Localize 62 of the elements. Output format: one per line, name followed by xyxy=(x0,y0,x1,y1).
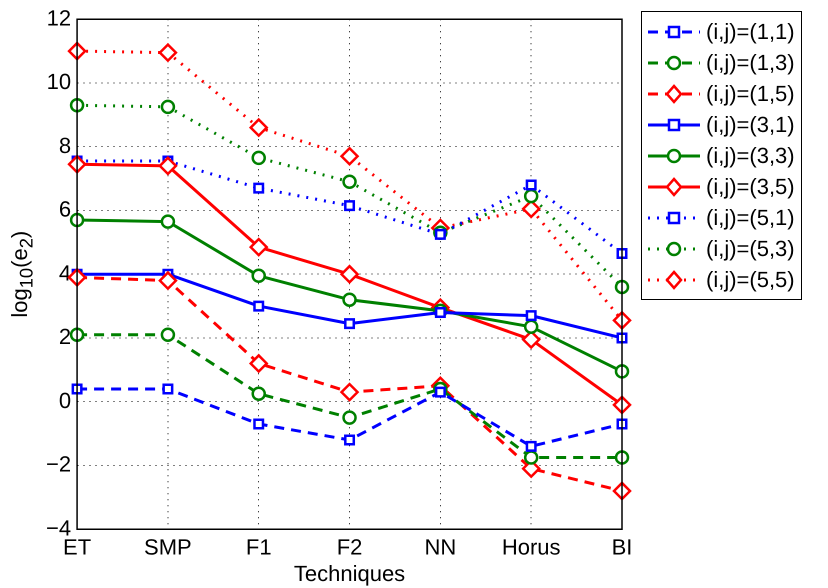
point xyxy=(162,383,174,394)
x-axis-title: Techniques xyxy=(294,560,406,586)
y-tick-label: 10 xyxy=(46,69,72,94)
point xyxy=(158,43,178,62)
point xyxy=(253,300,264,312)
legend-label: (i,j)=(5,1) xyxy=(706,204,795,230)
point xyxy=(68,154,86,174)
legend-label: (i,j)=(3,5) xyxy=(706,174,795,200)
point xyxy=(249,238,268,256)
point xyxy=(526,179,537,190)
point xyxy=(524,450,538,465)
legend-label: (i,j)=(1,1) xyxy=(706,18,795,44)
y-tick-label: 4 xyxy=(58,260,72,286)
legend-label: (i,j)=(3,3) xyxy=(706,142,795,168)
point xyxy=(342,410,357,425)
point xyxy=(72,383,83,394)
point xyxy=(344,200,356,212)
point xyxy=(253,418,264,430)
point xyxy=(342,174,357,190)
point xyxy=(70,212,84,228)
point xyxy=(251,150,266,166)
point xyxy=(158,271,178,290)
x-tick-label: Horus xyxy=(502,534,561,560)
point xyxy=(344,318,356,330)
y-tick-label: 8 xyxy=(58,132,72,158)
point xyxy=(340,147,359,166)
point xyxy=(524,320,538,334)
y-tick-label: 12 xyxy=(46,5,72,30)
point xyxy=(160,328,176,342)
x-tick-label: BI xyxy=(612,534,632,560)
point xyxy=(524,188,538,204)
point xyxy=(616,248,628,259)
point xyxy=(616,332,628,344)
point xyxy=(253,182,264,194)
y-tick-label: −2 xyxy=(46,452,72,477)
legend-label: (i,j)=(3,1) xyxy=(706,112,795,138)
point xyxy=(249,118,268,137)
point xyxy=(526,440,537,452)
point xyxy=(526,310,537,322)
y-tick-label: 0 xyxy=(58,388,72,413)
x-tick-label: F1 xyxy=(246,534,272,560)
point xyxy=(340,264,359,284)
point xyxy=(68,268,86,287)
point xyxy=(160,214,176,229)
x-tick-label: F2 xyxy=(336,534,362,560)
point xyxy=(344,434,356,446)
point xyxy=(158,156,178,176)
point xyxy=(251,386,266,401)
point xyxy=(342,292,357,307)
point xyxy=(160,100,176,114)
point xyxy=(251,268,266,284)
point xyxy=(340,382,359,402)
legend-label: (i,j)=(1,3) xyxy=(706,50,795,76)
legend-label: (i,j)=(5,5) xyxy=(706,266,795,292)
point xyxy=(249,354,268,373)
legend-label: (i,j)=(1,5) xyxy=(706,80,795,106)
point xyxy=(616,418,628,430)
y-tick-label: 6 xyxy=(58,196,72,222)
x-tick-label: NN xyxy=(424,534,456,560)
x-tick-label: SMP xyxy=(144,534,192,560)
y-tick-label: 2 xyxy=(58,324,72,350)
legend-label: (i,j)=(5,3) xyxy=(706,236,795,262)
